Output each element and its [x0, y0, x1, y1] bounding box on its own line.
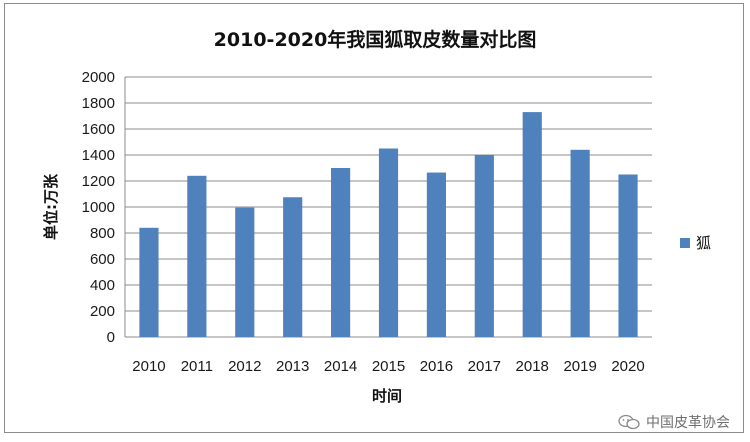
x-tick-label: 2013 — [276, 358, 309, 375]
y-tick-label: 800 — [90, 225, 115, 242]
x-tick-label: 2017 — [468, 358, 501, 375]
bar-2017 — [474, 155, 494, 337]
y-tick-label: 200 — [90, 303, 115, 320]
y-tick-label: 1600 — [82, 121, 115, 138]
y-tick-label: 0 — [107, 329, 115, 346]
x-tick-label: 2010 — [132, 358, 165, 375]
bar-2015 — [378, 148, 399, 337]
legend-swatch — [680, 238, 690, 248]
wechat-icon — [618, 414, 640, 430]
x-tick-label: 2019 — [563, 358, 596, 375]
y-tick-label: 600 — [90, 251, 115, 268]
x-tick-label: 2020 — [611, 358, 644, 375]
chart-title: 2010-2020年我国狐取皮数量对比图 — [214, 28, 537, 51]
bar-2018 — [522, 112, 542, 337]
legend: 狐 — [680, 234, 711, 252]
legend-label: 狐 — [696, 234, 711, 252]
watermark: 中国皮革协会 — [618, 412, 730, 432]
y-tick-label: 1400 — [82, 147, 115, 164]
x-axis-title: 时间 — [372, 387, 402, 405]
bar-2013 — [283, 197, 303, 337]
x-tick-label: 2018 — [516, 358, 549, 375]
bar-2020 — [618, 174, 638, 337]
bar-2010 — [139, 227, 159, 337]
x-tick-label: 2011 — [181, 358, 213, 375]
y-tick-label: 1000 — [82, 199, 115, 216]
watermark-text: 中国皮革协会 — [646, 415, 730, 431]
y-tick-label: 1200 — [82, 173, 115, 190]
y-tick-label: 2000 — [82, 69, 115, 86]
x-tick-label: 2012 — [228, 358, 261, 375]
y-tick-label: 400 — [90, 277, 115, 294]
bars — [139, 112, 638, 337]
bar-2011 — [187, 175, 207, 337]
bar-2019 — [570, 149, 590, 337]
x-axis-ticks: 2010 2011 2012 2013 2014 2015 2016 2017 2018 2019… — [132, 358, 644, 375]
bar-chart: 2010-2020年我国狐取皮数量对比图 0 200 400 600 800 1000 12… — [42, 28, 711, 405]
y-tick-label: 1800 — [82, 95, 115, 112]
x-tick-label: 2015 — [372, 358, 405, 375]
bar-2016 — [426, 172, 446, 337]
x-tick-label: 2016 — [420, 358, 453, 375]
y-axis-ticks: 0 200 400 600 800 1000 1200 1400 1600 1800 2000 — [82, 69, 115, 346]
y-axis-title: 单位:万张 — [42, 173, 60, 240]
chart-frame: 2010-2020年我国狐取皮数量对比图 0 200 400 600 800 1000 12… — [4, 3, 744, 433]
bar-2012 — [235, 207, 255, 337]
bar-2014 — [331, 168, 351, 337]
x-tick-label: 2014 — [324, 358, 357, 375]
